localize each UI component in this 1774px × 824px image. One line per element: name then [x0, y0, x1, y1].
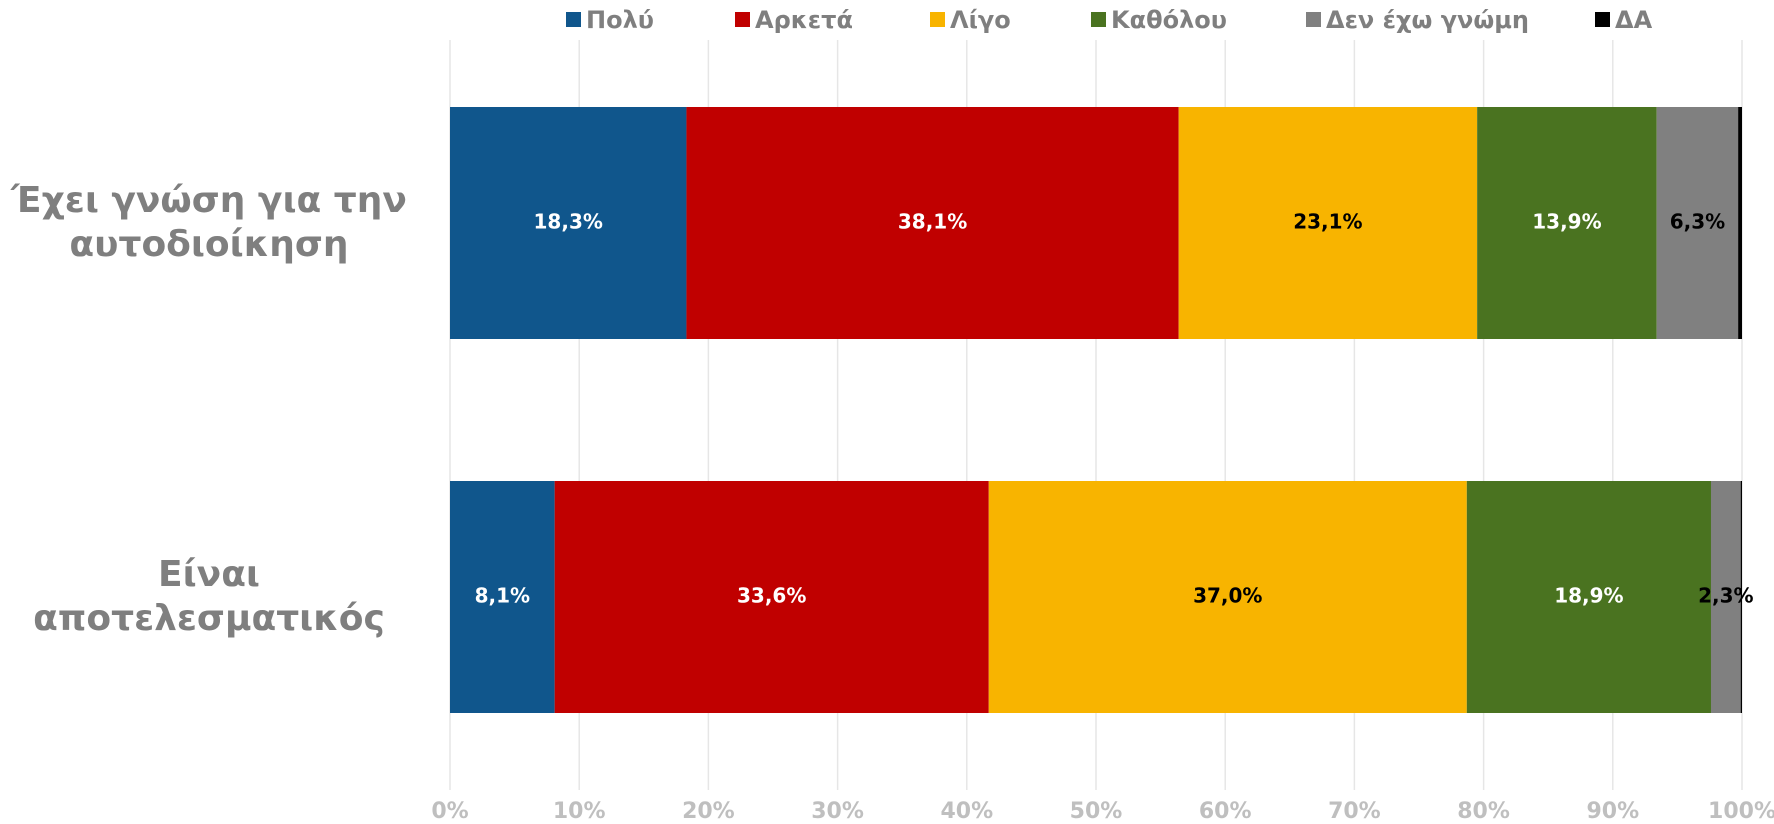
bar-segment: [1738, 107, 1742, 339]
data-label: 18,9%: [1554, 584, 1623, 608]
legend-swatch: [1595, 12, 1610, 27]
legend-label: Λίγο: [950, 6, 1011, 34]
bar-segment: [1178, 107, 1478, 339]
legend-label: Πολύ: [586, 6, 654, 34]
data-label: 6,3%: [1670, 210, 1725, 234]
legend-label: ΔΑ: [1615, 6, 1653, 34]
legend-swatch: [735, 12, 750, 27]
x-tick-label: 100%: [1708, 799, 1774, 824]
data-label: 23,1%: [1293, 210, 1362, 234]
x-tick-label: 90%: [1586, 799, 1639, 824]
data-label: 8,1%: [475, 584, 530, 608]
bar-segment: [988, 481, 1467, 713]
legend-swatch: [1306, 12, 1321, 27]
x-tick-label: 80%: [1457, 799, 1510, 824]
bar-segment: [1477, 107, 1657, 339]
data-label: 37,0%: [1193, 584, 1262, 608]
bar-segment: [554, 481, 989, 713]
bar-segment: [1710, 481, 1741, 713]
x-tick-label: 50%: [1070, 799, 1123, 824]
bar-segment: [1656, 107, 1739, 339]
legend-label: Αρκετά: [755, 6, 853, 34]
x-tick-label: 40%: [940, 799, 993, 824]
bar-segment: [1740, 481, 1742, 713]
legend-label: Καθόλου: [1111, 6, 1227, 34]
bar-segment: [686, 107, 1179, 339]
legend-swatch: [566, 12, 581, 27]
y-tick-label: Έχει γνώση για την αυτοδιοίκηση: [11, 180, 407, 265]
x-tick-label: 60%: [1199, 799, 1252, 824]
x-tick-label: 0%: [431, 799, 468, 824]
y-tick-label: Είναι αποτελεσματικός: [33, 554, 385, 639]
bar-segment: [450, 481, 555, 713]
bar-segment: [1466, 481, 1711, 713]
legend-swatch: [1091, 12, 1106, 27]
legend-label: Δεν έχω γνώμη: [1326, 6, 1529, 34]
x-tick-label: 20%: [682, 799, 735, 824]
legend-swatch: [930, 12, 945, 27]
data-label: 38,1%: [898, 210, 967, 234]
data-label: 2,3%: [1698, 584, 1753, 608]
x-tick-label: 30%: [811, 799, 864, 824]
x-tick-label: 10%: [553, 799, 606, 824]
bar-segment: [450, 107, 687, 339]
x-tick-label: 70%: [1328, 799, 1381, 824]
data-label: 13,9%: [1532, 210, 1601, 234]
data-label: 33,6%: [737, 584, 806, 608]
data-label: 18,3%: [534, 210, 603, 234]
